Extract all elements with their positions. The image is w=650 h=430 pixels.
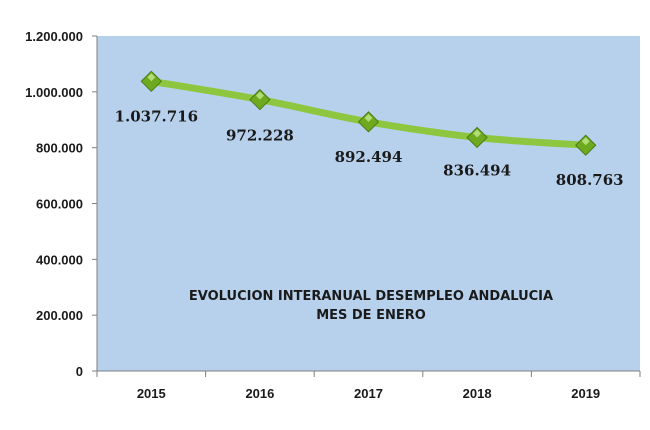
x-tick-label: 2017 (354, 386, 383, 401)
plot-area (97, 36, 640, 371)
chart-subtitle: MES DE ENERO (316, 308, 426, 323)
x-tick-label: 2016 (245, 386, 274, 401)
x-tick-label: 2018 (463, 386, 492, 401)
data-point-marker-highlight (147, 73, 156, 82)
data-label: 808.763 (556, 171, 624, 189)
data-point-marker-highlight (364, 113, 373, 122)
data-label: 972.228 (226, 127, 294, 145)
series-group (140, 70, 597, 156)
data-point-marker-highlight (473, 129, 482, 138)
y-tick-label: 600.000 (36, 197, 83, 212)
data-label: 836.494 (443, 161, 511, 179)
y-tick-label: 200.000 (36, 308, 83, 323)
y-tick-label: 800.000 (36, 141, 83, 156)
data-point-marker-highlight (581, 137, 590, 146)
chart-title: EVOLUCION INTERANUAL DESEMPLEO ANDALUCIA (189, 289, 553, 304)
data-labels: 1.037.716 972.228 892.494 836.494 808.763 (115, 107, 624, 189)
data-label: 1.037.716 (115, 107, 199, 125)
y-tick-label: 1.200.000 (25, 29, 83, 44)
data-label: 892.494 (335, 148, 403, 166)
y-tick-label: 400.000 (36, 252, 83, 267)
data-point-marker-highlight (255, 91, 264, 100)
x-tick-label: 2019 (571, 386, 600, 401)
y-tick-label: 0 (76, 364, 83, 379)
x-axis-ticks: 2015 2016 2017 2018 2019 (96, 371, 641, 401)
x-tick-label: 2015 (137, 386, 166, 401)
y-axis-ticks: 0 200.000 400.000 600.000 800.000 1.000.000 1.… (25, 29, 97, 379)
y-tick-label: 1.000.000 (25, 85, 83, 100)
